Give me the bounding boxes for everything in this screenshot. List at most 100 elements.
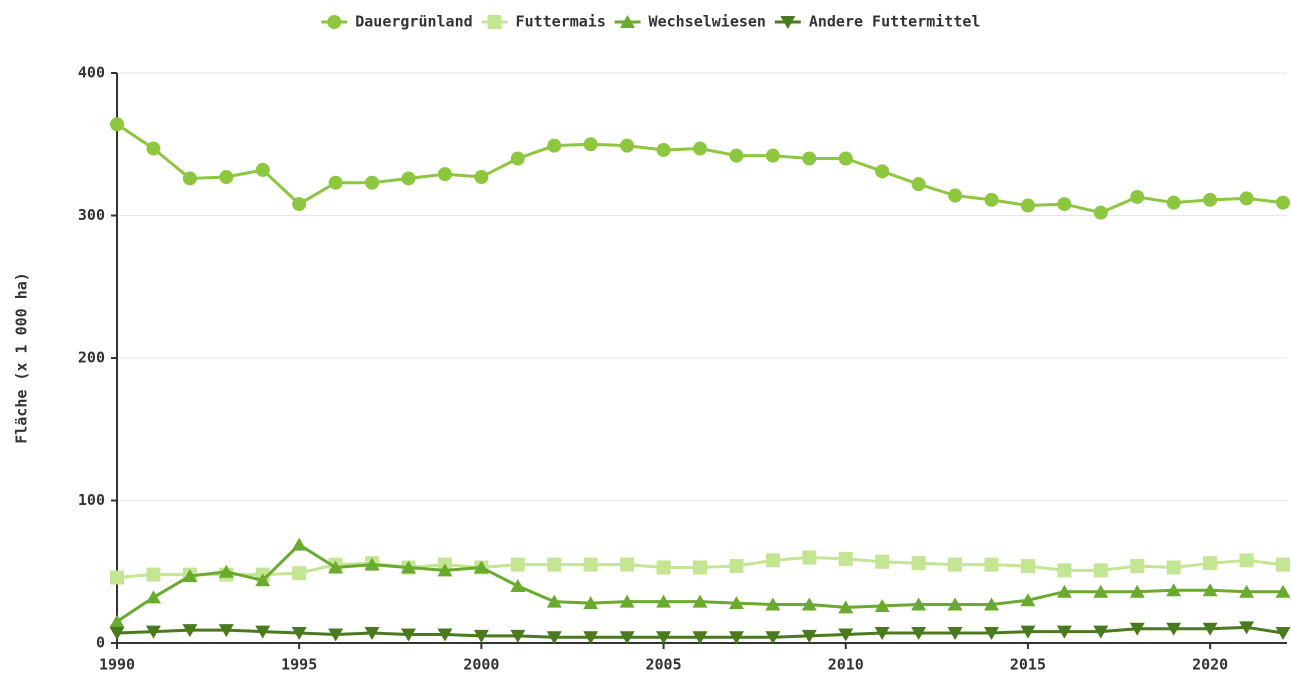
x-tick-label: 1995: [281, 656, 317, 674]
data-point: [692, 631, 708, 645]
data-point: [1093, 205, 1108, 220]
y-tick-label: 0: [96, 634, 105, 652]
legend-marker: [620, 15, 636, 28]
data-point: [255, 625, 271, 639]
data-point: [1093, 625, 1109, 639]
data-point: [510, 629, 526, 643]
data-point: [1166, 560, 1181, 575]
data-point: [510, 557, 525, 572]
data-point: [1239, 191, 1254, 206]
data-point: [1093, 584, 1109, 598]
legend-label: Andere Futtermittel: [809, 13, 981, 31]
data-point: [583, 596, 599, 610]
data-point: [620, 557, 635, 572]
data-point: [765, 597, 781, 611]
data-point: [729, 148, 744, 163]
data-point: [1057, 563, 1072, 578]
data-point: [291, 537, 307, 551]
data-point: [546, 594, 562, 608]
data-point: [365, 175, 380, 190]
series-line: [116, 123, 1284, 215]
data-point: [948, 188, 963, 203]
data-point: [547, 557, 562, 572]
data-point: [292, 197, 307, 212]
data-point: [838, 151, 853, 166]
data-point: [874, 598, 890, 612]
data-point: [801, 597, 817, 611]
data-point: [765, 553, 780, 568]
data-point: [911, 177, 926, 192]
data-point: [109, 614, 125, 628]
data-point: [291, 627, 307, 641]
data-point: [1166, 622, 1182, 636]
legend-marker: [327, 15, 342, 29]
data-point: [802, 550, 817, 565]
x-tick-label: 1990: [99, 656, 135, 674]
data-point: [619, 631, 635, 645]
data-point: [546, 631, 562, 645]
data-point: [401, 628, 416, 642]
data-point: [473, 560, 489, 574]
data-point: [219, 170, 234, 185]
data-point: [110, 117, 124, 132]
data-point: [364, 627, 380, 641]
data-point: [1130, 559, 1145, 574]
data-point: [1166, 195, 1181, 210]
data-point: [473, 629, 489, 643]
data-point: [218, 564, 234, 578]
data-point: [328, 175, 343, 190]
data-point: [656, 560, 671, 575]
data-point: [1129, 622, 1145, 636]
data-point: [1276, 195, 1290, 210]
data-point: [1202, 583, 1218, 597]
data-point: [474, 170, 489, 185]
data-point: [875, 164, 890, 179]
data-point: [1020, 559, 1035, 574]
data-point: [145, 625, 161, 639]
data-point: [109, 627, 125, 641]
data-point: [1093, 563, 1108, 578]
data-point: [510, 579, 526, 592]
data-point: [984, 192, 999, 207]
legend-label: Futtermais: [516, 13, 606, 31]
data-point: [874, 627, 890, 641]
data-point: [1239, 621, 1255, 635]
x-tick-label: 2015: [1010, 656, 1046, 674]
legend-label: Wechselwiesen: [649, 13, 766, 31]
data-point: [364, 557, 380, 571]
data-point: [1202, 622, 1218, 636]
y-axis-label: Fläche (x 1 000 ha): [13, 272, 31, 444]
data-point: [984, 597, 999, 611]
data-point: [765, 631, 781, 645]
data-point: [547, 138, 562, 153]
data-point: [1275, 584, 1291, 598]
data-point: [182, 569, 198, 583]
data-point: [510, 151, 525, 166]
y-tick-label: 400: [78, 64, 105, 82]
data-point: [437, 563, 453, 577]
data-point: [1020, 593, 1036, 607]
data-point: [145, 590, 161, 604]
data-point: [693, 141, 707, 156]
data-point: [911, 556, 926, 571]
data-point: [838, 628, 854, 642]
data-point: [1020, 198, 1035, 213]
data-point: [801, 629, 817, 643]
y-tick-label: 100: [78, 491, 105, 509]
data-point: [1203, 556, 1218, 571]
x-tick-label: 2010: [828, 656, 864, 674]
data-point: [328, 628, 344, 642]
data-point: [437, 628, 453, 642]
data-point: [401, 171, 416, 186]
data-point: [838, 551, 853, 566]
data-point: [619, 594, 635, 608]
x-tick-label: 2005: [646, 656, 682, 674]
data-point: [110, 570, 124, 585]
data-point: [692, 594, 708, 608]
data-point: [838, 600, 854, 614]
data-point: [1275, 627, 1291, 641]
data-point: [146, 567, 161, 582]
data-point: [1203, 192, 1218, 207]
data-point: [729, 559, 744, 574]
data-point: [182, 624, 198, 638]
